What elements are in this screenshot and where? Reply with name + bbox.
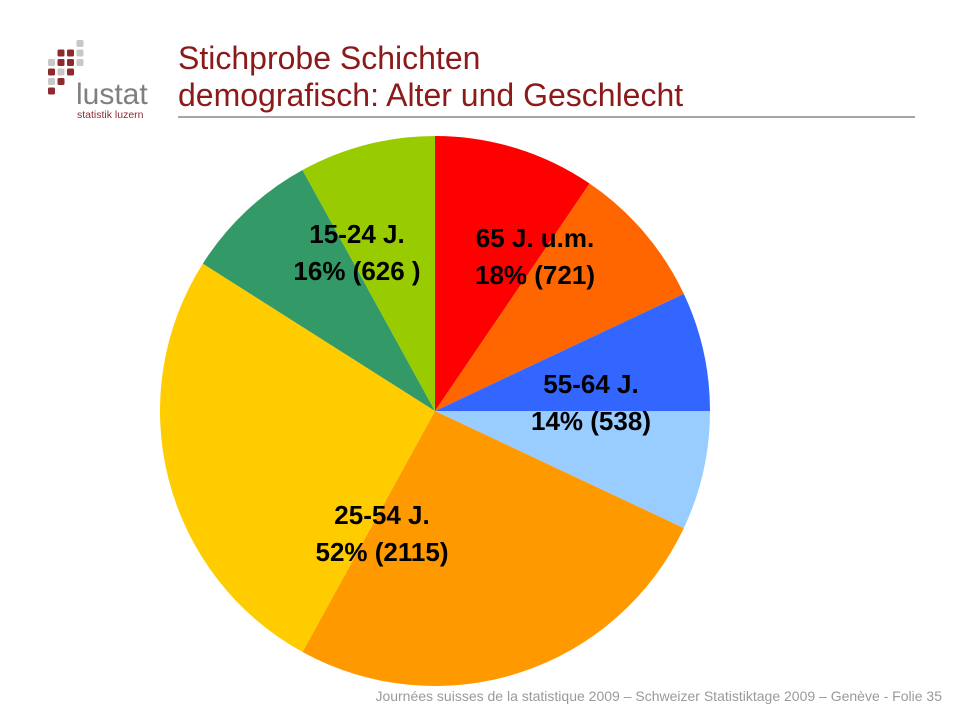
logo-dot	[57, 49, 65, 57]
pie-slices	[160, 136, 710, 686]
title-line-2: demografisch: Alter und Geschlecht	[178, 77, 684, 113]
slice-label: 55-64 J. 14% (538)	[531, 369, 651, 436]
slice-label-value: 14% (538)	[531, 406, 651, 436]
slice-label-category: 65 J. u.m.	[476, 223, 595, 253]
pie-slice	[435, 411, 710, 529]
logo-name: lustat	[76, 78, 148, 111]
logo-dot	[48, 78, 55, 85]
lustat-logo-mark	[48, 40, 84, 95]
pie-slice	[160, 263, 435, 652]
pie-labels: 65 J. u.m. 18% (721) 55-64 J. 14% (538) 25-5…	[293, 219, 651, 567]
pie-slice	[302, 411, 684, 686]
slice-label-value: 18% (721)	[475, 260, 595, 290]
page-title: Stichprobe Schichten demografisch: Alter…	[178, 40, 683, 114]
slice-label-category: 55-64 J.	[543, 369, 638, 399]
logo-dot	[67, 68, 74, 76]
logo-dot	[67, 49, 74, 57]
slice-label-value: 16% (626 )	[293, 256, 420, 286]
title-divider	[178, 116, 915, 118]
slice-label-value: 52% (2115)	[316, 537, 449, 567]
pie-slice	[435, 136, 590, 411]
logo-dot	[67, 59, 74, 66]
pie-slice	[435, 293, 710, 411]
pie-slice	[435, 183, 684, 411]
logo-dot	[48, 59, 55, 66]
logo-dot	[57, 68, 65, 76]
logo-subtitle: statistik luzern	[77, 109, 144, 121]
logo-dot	[48, 68, 55, 76]
logo-dot	[76, 40, 84, 47]
slice-label-category: 25-54 J.	[334, 500, 429, 530]
slice-label: 15-24 J. 16% (626 )	[293, 219, 420, 286]
logo-dot	[76, 59, 84, 66]
pie-slice	[302, 136, 435, 411]
slice-label-category: 15-24 J.	[309, 219, 404, 249]
slice-label: 25-54 J. 52% (2115)	[316, 500, 449, 567]
slice-label: 65 J. u.m. 18% (721)	[475, 223, 595, 290]
logo-dot	[48, 87, 55, 95]
title-line-1: Stichprobe Schichten	[178, 40, 481, 76]
logo-dot	[57, 78, 65, 85]
logo-dot	[76, 49, 84, 57]
pie-slice	[202, 170, 435, 411]
footer-text: Journées suisses de la statistique 2009 …	[375, 688, 942, 704]
logo-dot	[57, 59, 65, 66]
